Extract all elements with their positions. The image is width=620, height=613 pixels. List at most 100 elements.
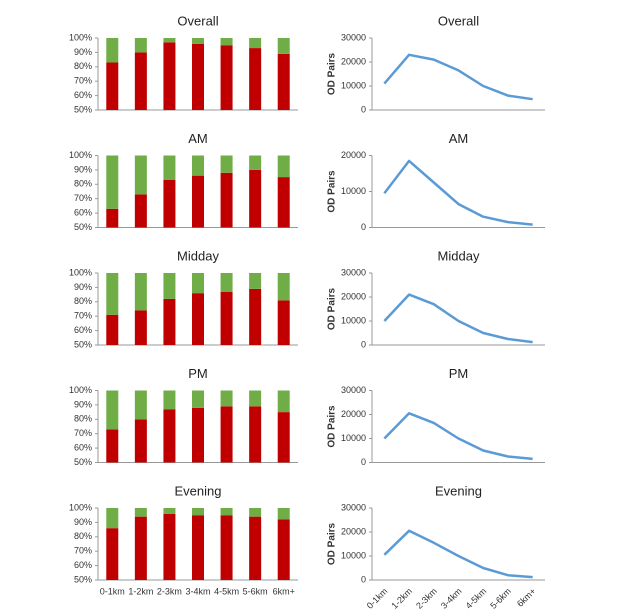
- bar-segment: [277, 53, 290, 110]
- chart-title: Midday: [438, 248, 480, 263]
- bar-segment: [134, 508, 147, 517]
- bar-segment: [192, 175, 204, 228]
- y-tick-label: 100%: [69, 502, 92, 512]
- x-tick-label: 3-4km: [439, 586, 464, 611]
- bar-segment: [192, 43, 204, 111]
- y-tick-label: 90%: [74, 517, 92, 527]
- bar-segment: [249, 516, 262, 580]
- y-tick-label: 60%: [74, 560, 92, 570]
- bar-segment: [249, 390, 262, 407]
- x-tick-label: 0-1km: [100, 586, 125, 596]
- bar-segment: [163, 513, 176, 580]
- y-tick-label: 100%: [69, 32, 92, 42]
- bar-segment: [106, 62, 119, 110]
- bar-segment: [106, 314, 119, 345]
- y-tick-label: 60%: [74, 207, 92, 217]
- bar-segment: [220, 390, 233, 407]
- x-tick-label: 3-4km: [185, 586, 210, 596]
- x-tick-label: 1-2km: [128, 586, 153, 596]
- bar-segment: [192, 390, 204, 408]
- y-tick-label: 30000: [341, 385, 366, 395]
- bar-segment: [249, 508, 262, 517]
- y-tick-label: 0: [361, 457, 366, 467]
- x-tick-label: 2-3km: [157, 586, 182, 596]
- y-tick-label: 70%: [74, 428, 92, 438]
- y-axis-label: OD Pairs: [327, 405, 338, 448]
- chart-title: PM: [449, 366, 469, 381]
- y-tick-label: 60%: [74, 442, 92, 452]
- y-tick-label: 50%: [74, 339, 92, 349]
- y-tick-label: 80%: [74, 414, 92, 424]
- bar-segment: [163, 179, 176, 228]
- bar-segment: [277, 155, 290, 178]
- y-tick-label: 50%: [74, 574, 92, 584]
- x-tick-label: 4-5km: [214, 586, 239, 596]
- x-tick-label: 2-3km: [414, 586, 439, 611]
- y-tick-label: 50%: [74, 104, 92, 114]
- bar-segment: [220, 273, 233, 292]
- bar-segment: [249, 169, 262, 228]
- bar-segment: [249, 406, 262, 463]
- y-tick-label: 10000: [341, 186, 366, 196]
- x-tick-label: 5-6km: [488, 586, 513, 611]
- y-tick-label: 0: [361, 574, 366, 584]
- bar-segment: [277, 300, 290, 345]
- bar-segment: [163, 508, 176, 514]
- x-tick-label: 6km+: [515, 586, 538, 609]
- bar-segment: [106, 208, 119, 228]
- bar-segment: [134, 516, 147, 580]
- bar-segment: [220, 291, 233, 345]
- bar-segment: [134, 310, 147, 345]
- bar-segment: [192, 273, 204, 294]
- y-tick-label: 100%: [69, 267, 92, 277]
- bar-segment: [134, 390, 147, 420]
- bar-segment: [106, 390, 119, 430]
- y-tick-label: 60%: [74, 90, 92, 100]
- bar-segment: [192, 38, 204, 44]
- bar-segment: [220, 515, 233, 580]
- y-tick-label: 20000: [341, 526, 366, 536]
- bar-segment: [106, 155, 119, 209]
- bar-segment: [163, 298, 176, 345]
- bar-segment: [249, 48, 262, 110]
- bar-segment: [106, 38, 119, 63]
- bar-segment: [106, 528, 119, 580]
- bar-segment: [249, 288, 262, 345]
- y-tick-label: 10000: [341, 315, 366, 325]
- y-axis-label: OD Pairs: [327, 52, 338, 95]
- bar-segment: [192, 407, 204, 463]
- line: [383, 159, 533, 226]
- chart-title: Overall: [438, 13, 479, 28]
- y-tick-label: 80%: [74, 296, 92, 306]
- bar-segment: [134, 273, 147, 311]
- bar-segment: [220, 406, 233, 463]
- bar-segment: [192, 293, 204, 345]
- y-tick-label: 10000: [341, 80, 366, 90]
- bar-segment: [134, 155, 147, 195]
- y-tick-label: 80%: [74, 531, 92, 541]
- y-tick-label: 100%: [69, 150, 92, 160]
- y-tick-label: 10000: [341, 433, 366, 443]
- chart-title: PM: [188, 366, 208, 381]
- bar-segment: [163, 390, 176, 410]
- y-tick-label: 20000: [341, 409, 366, 419]
- bar-segment: [134, 194, 147, 228]
- chart-title: Evening: [175, 483, 222, 498]
- y-tick-label: 0: [361, 104, 366, 114]
- bar-segment: [106, 508, 119, 529]
- bar-segment: [163, 273, 176, 299]
- y-axis-label: OD Pairs: [327, 522, 338, 565]
- bar-segment: [220, 38, 233, 46]
- bar-segment: [106, 273, 119, 315]
- x-tick-label: 5-6km: [243, 586, 268, 596]
- bar-segment: [134, 52, 147, 110]
- line: [383, 412, 533, 461]
- bar-segment: [192, 508, 204, 516]
- bar-segment: [277, 38, 290, 54]
- bar-segment: [220, 508, 233, 516]
- y-tick-label: 70%: [74, 76, 92, 86]
- bar-segment: [277, 177, 290, 228]
- y-tick-label: 90%: [74, 47, 92, 57]
- y-tick-label: 20000: [341, 150, 366, 160]
